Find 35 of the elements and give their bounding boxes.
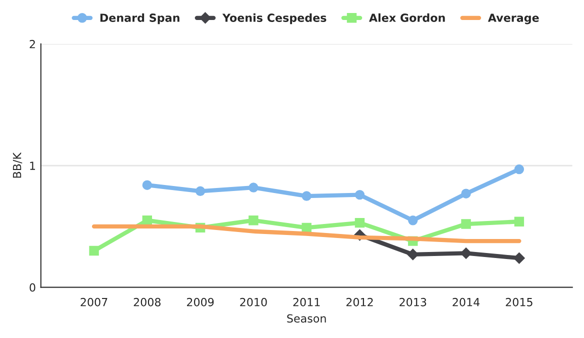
y-tick-label: 0 bbox=[30, 283, 36, 292]
point bbox=[195, 186, 206, 196]
legend-label: Denard Span bbox=[100, 13, 180, 24]
x-tick-label: 2009 bbox=[186, 298, 214, 306]
point bbox=[514, 216, 524, 226]
point bbox=[142, 180, 152, 190]
point bbox=[248, 182, 258, 192]
x-tick-label: 2015 bbox=[506, 298, 532, 306]
legend-label: Average bbox=[488, 14, 539, 24]
y-axis-title: BB/K bbox=[12, 152, 22, 178]
point bbox=[89, 246, 99, 256]
point bbox=[142, 216, 152, 226]
x-tick-label: 2013 bbox=[400, 298, 426, 306]
x-tick-label: 2008 bbox=[134, 298, 161, 306]
x-tick-label: 2012 bbox=[346, 298, 373, 306]
x-axis-title: Season bbox=[287, 314, 326, 323]
point bbox=[354, 218, 365, 228]
point bbox=[514, 164, 524, 174]
point bbox=[461, 219, 471, 229]
x-tick-label: 2007 bbox=[80, 298, 108, 306]
y-tick-label: 1 bbox=[30, 162, 35, 170]
x-tick-label: 2010 bbox=[240, 298, 267, 306]
point bbox=[461, 188, 471, 198]
legend-label: Alex Gordon bbox=[369, 13, 445, 22]
point bbox=[302, 222, 312, 233]
x-tick-label: 2011 bbox=[293, 298, 320, 306]
point bbox=[302, 191, 312, 201]
legend-label: Yoenis Cespedes bbox=[222, 13, 326, 24]
point bbox=[248, 216, 258, 226]
x-tick-label: 2014 bbox=[452, 298, 480, 306]
point bbox=[354, 190, 365, 200]
point bbox=[407, 248, 418, 260]
point bbox=[408, 216, 418, 226]
y-tick-label: 2 bbox=[30, 40, 35, 48]
point bbox=[514, 252, 525, 264]
